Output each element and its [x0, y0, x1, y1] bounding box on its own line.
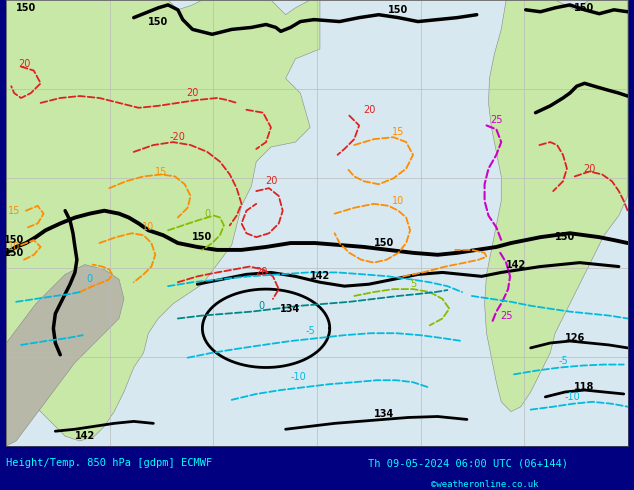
Text: 0: 0 [258, 301, 264, 311]
Text: 142: 142 [506, 260, 526, 270]
Text: 20: 20 [265, 176, 277, 186]
Text: 142: 142 [310, 271, 330, 281]
Text: 20: 20 [186, 88, 198, 98]
Text: -5: -5 [305, 326, 315, 336]
Text: 20: 20 [18, 59, 30, 69]
Text: 15: 15 [392, 127, 404, 137]
Text: 25: 25 [490, 115, 503, 124]
Text: 5: 5 [410, 279, 416, 289]
Text: -10: -10 [565, 392, 581, 402]
Text: 10: 10 [142, 222, 155, 232]
Polygon shape [6, 0, 320, 441]
Text: 142: 142 [75, 431, 95, 441]
Text: 20: 20 [363, 105, 375, 115]
Text: 15: 15 [155, 167, 167, 176]
Text: 15: 15 [8, 206, 20, 216]
Text: 118: 118 [574, 382, 595, 392]
Polygon shape [6, 265, 124, 446]
Text: Th 09-05-2024 06:00 UTC (06+144): Th 09-05-2024 06:00 UTC (06+144) [368, 458, 567, 468]
Text: 150: 150 [373, 238, 394, 248]
Text: 150: 150 [4, 248, 24, 258]
Text: 150: 150 [4, 235, 24, 245]
Text: 10: 10 [392, 196, 404, 206]
Text: -20: -20 [170, 132, 186, 142]
Text: 150: 150 [388, 5, 408, 15]
Text: 20: 20 [255, 268, 268, 277]
Text: 150: 150 [148, 17, 169, 26]
Text: 150: 150 [555, 232, 575, 242]
Text: -10: -10 [290, 372, 306, 382]
Text: 0: 0 [204, 209, 210, 219]
Polygon shape [484, 0, 628, 412]
Text: 126: 126 [565, 333, 585, 343]
Text: -5: -5 [558, 356, 568, 366]
Text: 10: 10 [8, 242, 20, 252]
Text: 134: 134 [280, 304, 301, 314]
Text: 0: 0 [87, 274, 93, 284]
Text: ©weatheronline.co.uk: ©weatheronline.co.uk [431, 480, 539, 489]
Text: 20: 20 [583, 164, 595, 173]
Text: 25: 25 [500, 311, 512, 320]
Text: 150: 150 [574, 3, 595, 13]
Text: 134: 134 [373, 409, 394, 418]
Text: 150: 150 [192, 232, 212, 242]
Text: 150: 150 [16, 3, 36, 13]
Text: Height/Temp. 850 hPa [gdpm] ECMWF: Height/Temp. 850 hPa [gdpm] ECMWF [6, 458, 212, 468]
